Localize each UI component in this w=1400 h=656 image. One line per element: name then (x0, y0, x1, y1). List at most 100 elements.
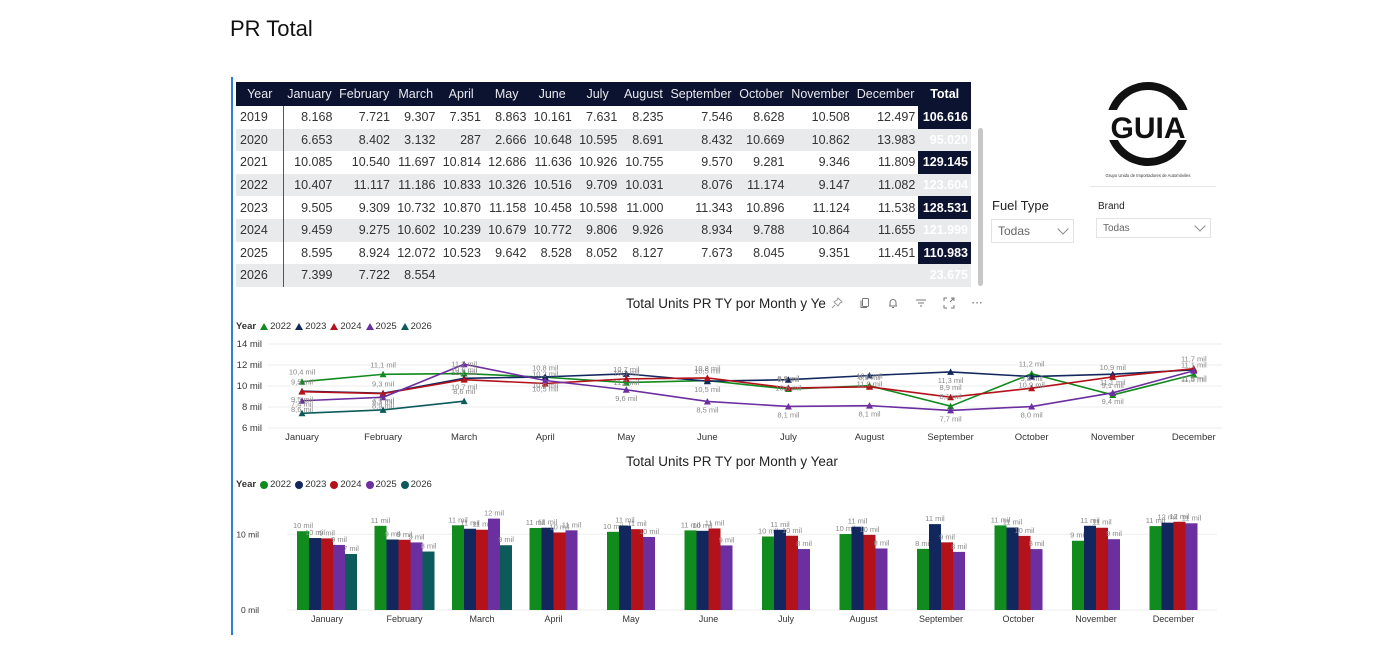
data-point-marker[interactable] (947, 402, 955, 410)
bar-2023[interactable] (309, 538, 321, 610)
pin-icon[interactable] (830, 296, 844, 310)
column-header-month[interactable]: September (666, 82, 736, 106)
column-header-month[interactable]: May (483, 82, 530, 106)
bar-2023[interactable] (1006, 527, 1019, 610)
legend-item-2026[interactable]: 2026 (400, 321, 432, 332)
filter-icon[interactable] (914, 296, 928, 310)
column-header-month[interactable]: February (335, 82, 393, 106)
bar-2025[interactable] (953, 551, 965, 610)
legend-item-2025[interactable]: 2025 (365, 479, 397, 490)
data-point-marker[interactable] (379, 370, 387, 378)
data-point-marker[interactable] (1028, 373, 1036, 380)
bar-2024[interactable] (398, 539, 411, 610)
bar-2025[interactable] (333, 544, 345, 610)
bar-2023[interactable] (929, 524, 941, 610)
data-point-marker[interactable] (298, 409, 306, 417)
column-header-month[interactable]: December (852, 82, 919, 106)
bar-2025[interactable] (1030, 549, 1043, 610)
bar-2022[interactable] (452, 525, 464, 610)
data-point-marker[interactable] (460, 376, 468, 383)
column-header-month[interactable]: June (529, 82, 575, 106)
bar-2023[interactable] (541, 527, 554, 610)
bar-2024[interactable] (708, 528, 721, 610)
bar-2023[interactable] (696, 530, 709, 610)
data-point-marker[interactable] (622, 386, 630, 393)
data-point-marker[interactable] (1028, 384, 1036, 392)
data-point-marker[interactable] (541, 377, 549, 384)
bar-2024[interactable] (941, 542, 953, 610)
bar-2023[interactable] (1084, 525, 1096, 610)
data-point-marker[interactable] (541, 373, 549, 380)
data-point-marker[interactable] (1190, 371, 1198, 378)
legend-item-2023[interactable]: 2023 (295, 321, 326, 332)
data-point-marker[interactable] (1109, 389, 1117, 396)
bar-2024[interactable] (476, 529, 488, 610)
column-header-year[interactable]: Year (236, 82, 284, 106)
bar-2022[interactable] (762, 536, 774, 610)
bar-2022[interactable] (374, 525, 387, 610)
bar-2025[interactable] (410, 542, 423, 610)
column-header-month[interactable]: April (438, 82, 484, 106)
legend-item-2022[interactable]: 2022 (260, 321, 291, 332)
column-header-month[interactable]: March (392, 82, 439, 106)
data-point-marker[interactable] (379, 406, 387, 413)
data-point-marker[interactable] (784, 376, 792, 383)
column-header-total[interactable]: Total (918, 82, 971, 106)
bar-2025[interactable] (1185, 523, 1198, 610)
legend-item-2024[interactable]: 2024 (330, 479, 362, 490)
data-point-marker[interactable] (622, 370, 630, 377)
data-point-marker[interactable] (379, 393, 387, 401)
data-point-marker[interactable] (298, 378, 306, 385)
data-point-marker[interactable] (460, 360, 468, 368)
legend-item-2022[interactable]: 2022 (260, 479, 291, 490)
brand-dropdown[interactable]: Todas (1096, 218, 1211, 238)
data-point-marker[interactable] (460, 397, 468, 405)
data-point-marker[interactable] (784, 402, 792, 410)
legend-item-2026[interactable]: 2026 (400, 479, 432, 490)
bar-2022[interactable] (917, 548, 929, 610)
bar-2024[interactable] (1173, 521, 1186, 610)
legend-item-2025[interactable]: 2025 (365, 321, 397, 332)
column-header-month[interactable]: January (283, 82, 336, 106)
data-point-marker[interactable] (1190, 367, 1198, 374)
bar-2025[interactable] (720, 545, 733, 610)
data-point-marker[interactable] (784, 384, 792, 392)
bar-2023[interactable] (386, 539, 399, 610)
bar-2024[interactable] (553, 532, 566, 610)
bell-icon[interactable] (886, 296, 900, 310)
bar-2022[interactable] (684, 530, 697, 610)
bar-2024[interactable] (786, 535, 798, 610)
column-header-month[interactable]: October (735, 82, 788, 106)
column-header-month[interactable]: July (574, 82, 621, 106)
data-point-marker[interactable] (298, 397, 306, 404)
bar-2024[interactable] (863, 534, 876, 610)
bar-2023[interactable] (1161, 522, 1174, 610)
data-point-marker[interactable] (866, 402, 874, 409)
data-point-marker[interactable] (622, 375, 630, 382)
data-point-marker[interactable] (703, 377, 711, 385)
bar-2022[interactable] (1149, 526, 1162, 610)
column-header-month[interactable]: November (787, 82, 853, 106)
bar-2022[interactable] (1072, 540, 1084, 610)
bar-2023[interactable] (774, 529, 786, 610)
bar-2022[interactable] (994, 525, 1007, 610)
more-options-icon[interactable]: ··· (971, 296, 983, 310)
column-header-month[interactable]: August (620, 82, 667, 106)
bar-2026[interactable] (500, 545, 512, 610)
data-point-marker[interactable] (703, 374, 711, 381)
table-scrollbar[interactable] (978, 128, 983, 286)
bar-2025[interactable] (798, 549, 810, 610)
bar-2025[interactable] (1108, 539, 1120, 610)
data-point-marker[interactable] (866, 383, 874, 390)
legend-item-2024[interactable]: 2024 (330, 321, 362, 332)
data-point-marker[interactable] (947, 393, 955, 401)
data-point-marker[interactable] (947, 368, 955, 375)
legend-item-2023[interactable]: 2023 (295, 479, 326, 490)
fuel-type-dropdown[interactable]: Todas (991, 219, 1074, 243)
bar-2024[interactable] (321, 538, 333, 610)
bar-2022[interactable] (607, 531, 619, 610)
data-point-marker[interactable] (947, 406, 955, 414)
copy-icon[interactable] (858, 296, 872, 310)
data-point-marker[interactable] (1028, 403, 1036, 410)
focus-mode-icon[interactable] (942, 296, 956, 310)
